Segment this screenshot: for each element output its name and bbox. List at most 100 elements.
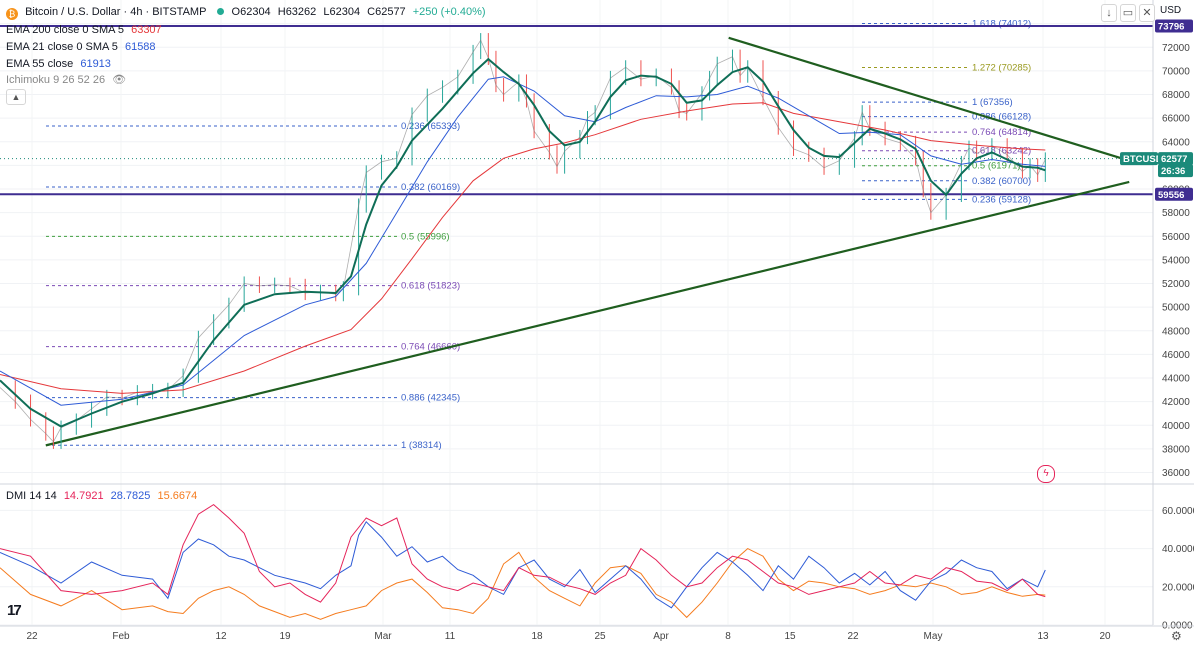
collapse-down-button[interactable]: ↓ [1101,4,1117,22]
price-tick-label: 64000 [1162,137,1190,148]
dmi-tick-label: 60.0000 [1162,506,1194,517]
price-tick-label: 52000 [1162,279,1190,290]
price-tick-label: 70000 [1162,66,1190,77]
ohlc-open: O62304 [231,6,271,18]
eye-hidden-icon[interactable]: 👁 [112,74,127,86]
adx-value: 15.6674 [157,490,198,502]
indicator-ichimoku[interactable]: Ichimoku 9 26 52 26 👁 [6,73,130,87]
time-tick-label: 19 [279,631,291,642]
price-tag-59556: 59556 [1158,190,1184,201]
price-grid [0,0,1153,625]
tradingview-logo-icon: 17 [7,602,22,619]
time-tick-label: 20 [1099,631,1111,642]
live-dot-icon [217,8,225,15]
indicator-label: EMA 55 close [6,58,74,70]
dmi-plus-line [0,520,1046,609]
price-tick-label: 54000 [1162,255,1190,266]
fib-level-label: 0.886 (42345) [401,393,460,404]
ohlc-high: H63262 [277,6,317,18]
time-tick-label: 13 [1037,631,1049,642]
ema-21-line [0,57,1046,428]
price-tick-label: 40000 [1162,421,1190,432]
fib-level-label: 0.382 (60169) [401,182,460,193]
flash-icon[interactable]: ϟ [1037,465,1055,483]
fib-level-label: 0.5 (55996) [401,231,450,242]
dmi-plus-value: 28.7825 [110,490,151,502]
price-tick-label: 46000 [1162,350,1190,361]
ohlc-change: +250 (+0.40%) [412,6,486,18]
fib-level-label: 0.382 (60700) [972,176,1031,187]
indicator-label: Ichimoku 9 26 52 26 [6,74,106,86]
symbol-tag: BTCUSD [1123,154,1163,165]
indicator-ema55[interactable]: EMA 55 close 61913 [6,57,115,71]
indicator-ema200[interactable]: EMA 200 close 0 SMA 5 63307 [6,23,166,37]
fib-level-label: 1 (67356) [972,97,1013,108]
time-tick-label: 25 [594,631,606,642]
price-tick-label: 56000 [1162,232,1190,243]
currency-selector[interactable]: USD [1160,5,1182,16]
indicator-value: 61588 [124,41,156,53]
price-tag-73796: 73796 [1158,22,1184,33]
fib-level-label: 0.5 (61971) [972,161,1021,172]
trendline [728,36,1130,162]
fib-level-label: 0.618 (51823) [401,281,460,292]
price-line [0,39,1046,443]
last-price-tag-bg [1158,152,1193,166]
time-tick-label: Mar [374,631,392,642]
trendlines [45,36,1130,447]
fib-level-label: 0.764 (64814) [972,127,1031,138]
price-series [0,33,1046,449]
close-pane-button[interactable]: ✕ [1139,4,1155,22]
fib-level-label: 1 (38314) [401,440,442,451]
price-tick-label: 58000 [1162,208,1190,219]
countdown-tag-bg [1158,164,1193,178]
bitcoin-icon: ₿ [6,8,18,20]
dmi-tick-label: 40.0000 [1162,544,1194,555]
dmi-legend[interactable]: DMI 14 14 14.7921 28.7825 15.6674 [6,489,201,503]
time-tick-label: 12 [215,631,227,642]
ema-200-line [0,102,1046,394]
horizontal-levels [0,25,1153,196]
time-tick-label: 11 [445,631,456,642]
indicator-ema21[interactable]: EMA 21 close 0 SMA 5 61588 [6,40,160,54]
maximize-button[interactable]: ▭ [1120,4,1136,22]
fib-level-label: 0.764 (46660) [401,342,460,353]
price-tag-73796-bg [1155,19,1193,33]
price-tag-59556-bg [1155,187,1193,201]
dmi-label: DMI 14 14 [6,490,57,502]
countdown-tag: 26:36 [1161,166,1185,177]
time-tick-label: 22 [847,631,859,642]
settings-gear-icon[interactable]: ⚙ [1171,629,1182,643]
ohlc-low: L62304 [323,6,361,18]
fib-level-label: 1.272 (70285) [972,63,1031,74]
dmi-minus-line [0,503,1046,603]
indicator-label: EMA 21 close 0 SMA 5 [6,41,118,53]
fibonacci-levels: 0.236 (65333) 0.382 (60169) 0.5 (55996) 0.6… [46,18,1031,451]
price-tick-label: 66000 [1162,114,1190,125]
last-price-tag: 62577 [1161,154,1187,165]
indicator-label: EMA 200 close 0 SMA 5 [6,24,125,36]
price-tick-label: 42000 [1162,397,1190,408]
ohlc-close: C62577 [367,6,406,18]
time-tick-label: Apr [653,631,669,642]
price-tick-label: 68000 [1162,90,1190,101]
time-tick-label: 15 [784,631,796,642]
price-tick-label: 48000 [1162,326,1190,337]
indicator-value: 63307 [131,24,162,36]
adx-line [0,548,1046,620]
collapse-legend-button[interactable]: ▲ [6,89,26,105]
time-tick-label: 8 [725,631,731,642]
price-tick-label: 44000 [1162,374,1190,385]
time-tick-label: 22 [26,631,38,642]
price-tick-label: 50000 [1162,303,1190,314]
price-tick-label: 38000 [1162,444,1190,455]
indicator-value: 61913 [80,58,111,70]
symbol-title[interactable]: Bitcoin / U.S. Dollar · 4h · BITSTAMP [25,6,207,18]
symbol-tag-bg [1120,152,1158,166]
fib-level-label: 1.618 (74012) [972,18,1031,29]
price-tick-label: 72000 [1162,43,1190,54]
dmi-tick-label: 20.0000 [1162,582,1194,593]
